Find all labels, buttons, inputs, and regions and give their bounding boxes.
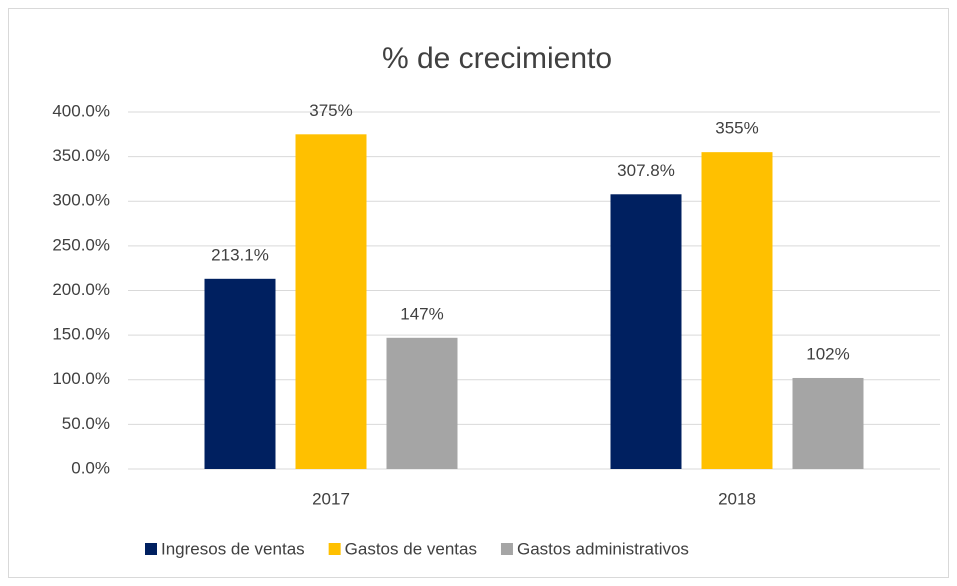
x-tick-label: 2018 bbox=[718, 489, 756, 508]
data-label: 102% bbox=[806, 344, 849, 363]
data-label: 355% bbox=[715, 119, 758, 138]
y-tick-label: 200.0% bbox=[52, 280, 110, 299]
data-label: 213.1% bbox=[211, 245, 269, 264]
y-tick-label: 100.0% bbox=[52, 369, 110, 388]
y-tick-label: 50.0% bbox=[62, 414, 110, 433]
legend-label: Gastos de ventas bbox=[345, 539, 477, 558]
chart-title: % de crecimiento bbox=[382, 42, 612, 75]
bar bbox=[792, 377, 864, 469]
legend-label: Gastos administrativos bbox=[517, 539, 689, 558]
legend-label: Ingresos de ventas bbox=[161, 539, 305, 558]
legend-swatch bbox=[500, 543, 513, 555]
chart-border bbox=[8, 8, 949, 578]
y-tick-label: 300.0% bbox=[52, 191, 110, 210]
y-tick-label: 400.0% bbox=[52, 101, 110, 120]
data-label: 375% bbox=[309, 101, 352, 120]
bar bbox=[610, 194, 682, 469]
data-label: 307.8% bbox=[617, 161, 675, 180]
y-tick-label: 250.0% bbox=[52, 235, 110, 254]
bar bbox=[386, 337, 458, 469]
y-tick-label: 0.0% bbox=[71, 458, 110, 477]
legend-swatch bbox=[328, 543, 341, 555]
bar bbox=[204, 278, 276, 469]
legend-swatch bbox=[145, 543, 157, 555]
y-tick-label: 150.0% bbox=[52, 325, 110, 344]
y-tick-label: 350.0% bbox=[52, 146, 110, 165]
bar bbox=[295, 134, 367, 469]
data-label: 147% bbox=[400, 304, 443, 323]
bar bbox=[701, 152, 773, 469]
x-tick-label: 2017 bbox=[312, 489, 350, 508]
